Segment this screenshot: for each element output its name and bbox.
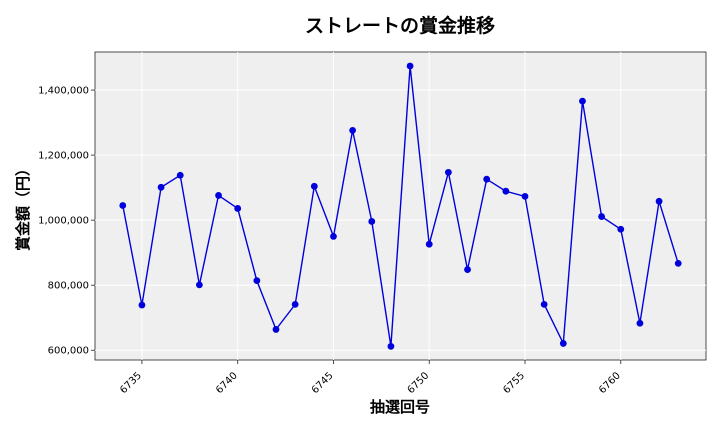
x-tick-label: 6750 bbox=[406, 370, 432, 396]
y-axis-label: 賞金額（円） bbox=[14, 161, 32, 251]
x-tick-label: 6735 bbox=[118, 370, 144, 396]
data-point bbox=[291, 300, 299, 308]
y-tick-label: 1,000,000 bbox=[38, 216, 89, 227]
data-point bbox=[540, 300, 548, 308]
data-point bbox=[521, 193, 529, 200]
data-point bbox=[234, 205, 242, 212]
data-point bbox=[406, 62, 414, 70]
data-point bbox=[368, 218, 376, 225]
data-point bbox=[119, 202, 127, 209]
data-point bbox=[253, 277, 261, 285]
series-line bbox=[122, 65, 679, 347]
chart-title: ストレートの賞金推移 bbox=[305, 14, 495, 37]
x-axis-ticks: 6735 6740 6745 6750 6755 6760 bbox=[118, 360, 623, 396]
data-point bbox=[559, 340, 567, 347]
data-point bbox=[138, 301, 146, 309]
data-point bbox=[674, 260, 682, 267]
data-point bbox=[272, 326, 280, 333]
data-point bbox=[636, 319, 644, 327]
x-tick-label: 6760 bbox=[597, 370, 623, 396]
y-tick-label: 1,200,000 bbox=[38, 151, 89, 162]
data-point bbox=[157, 183, 165, 191]
data-point bbox=[598, 213, 606, 220]
data-point bbox=[502, 187, 510, 195]
y-tick-label: 1,400,000 bbox=[38, 86, 89, 97]
data-point bbox=[655, 197, 663, 205]
series-group bbox=[119, 62, 682, 350]
data-point bbox=[330, 233, 337, 240]
data-point bbox=[387, 342, 395, 350]
data-point bbox=[483, 175, 491, 183]
y-tick-label: 600,000 bbox=[48, 346, 89, 357]
data-point bbox=[310, 182, 318, 190]
data-point bbox=[464, 266, 471, 273]
x-tick-label: 6740 bbox=[214, 370, 240, 396]
y-tick-label: 800,000 bbox=[48, 281, 89, 292]
data-point bbox=[425, 240, 433, 248]
data-point bbox=[176, 171, 184, 179]
x-tick-label: 6755 bbox=[501, 370, 527, 396]
data-point bbox=[349, 126, 357, 134]
y-axis-ticks: 600,000 800,000 1,000,000 1,200,000 1,400,00… bbox=[38, 86, 95, 357]
x-axis-label: 抽選回号 bbox=[370, 398, 430, 416]
x-tick-label: 6745 bbox=[310, 370, 336, 396]
data-point bbox=[617, 225, 625, 233]
data-point bbox=[579, 97, 586, 105]
data-point bbox=[195, 281, 203, 289]
data-point bbox=[215, 192, 222, 199]
data-point bbox=[444, 168, 452, 176]
